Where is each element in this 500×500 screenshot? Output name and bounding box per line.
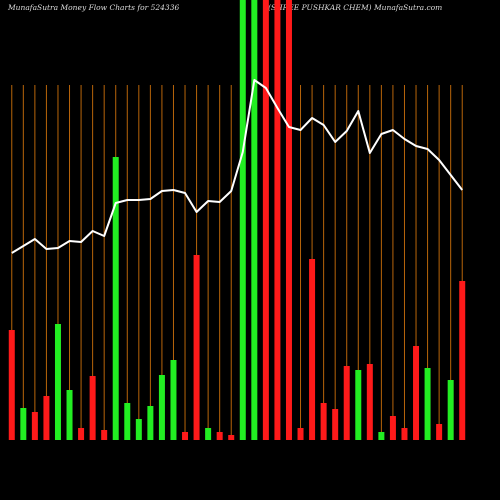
bar (147, 406, 154, 440)
bar (436, 424, 443, 440)
bar (366, 364, 373, 440)
bar (332, 409, 339, 440)
bar (228, 435, 235, 440)
bar (413, 346, 420, 440)
chart-title: MunafaSutra Money Flow Charts for 524336 (7, 3, 179, 12)
bar (170, 360, 177, 440)
bar (8, 330, 15, 440)
bar (355, 370, 362, 440)
bar (135, 419, 142, 440)
bar (274, 0, 281, 440)
bar (389, 416, 396, 440)
bar (66, 390, 73, 440)
bar (401, 428, 408, 440)
bar (31, 412, 38, 440)
bar (205, 428, 212, 440)
bar (78, 428, 85, 440)
bar (262, 0, 269, 440)
bar (124, 403, 131, 440)
bar (459, 281, 466, 440)
bar (20, 408, 27, 440)
bar (54, 324, 61, 440)
bar (193, 255, 200, 440)
bar (182, 432, 189, 440)
bar (309, 259, 316, 440)
bar (43, 396, 50, 440)
bar (89, 376, 96, 440)
bar (239, 0, 246, 440)
bar (216, 432, 223, 440)
bar (285, 0, 292, 440)
bar (297, 428, 304, 440)
bar (378, 432, 385, 440)
bar (158, 375, 165, 440)
chart-subtitle: (SHREE PUSHKAR CHEM) MunafaSutra.com (268, 3, 442, 12)
bar (343, 366, 350, 440)
bar (112, 157, 119, 440)
bar (320, 403, 327, 440)
bar (101, 430, 108, 440)
bar (251, 0, 258, 440)
bar (424, 368, 431, 440)
money-flow-line (11, 79, 464, 254)
bar (447, 380, 454, 440)
